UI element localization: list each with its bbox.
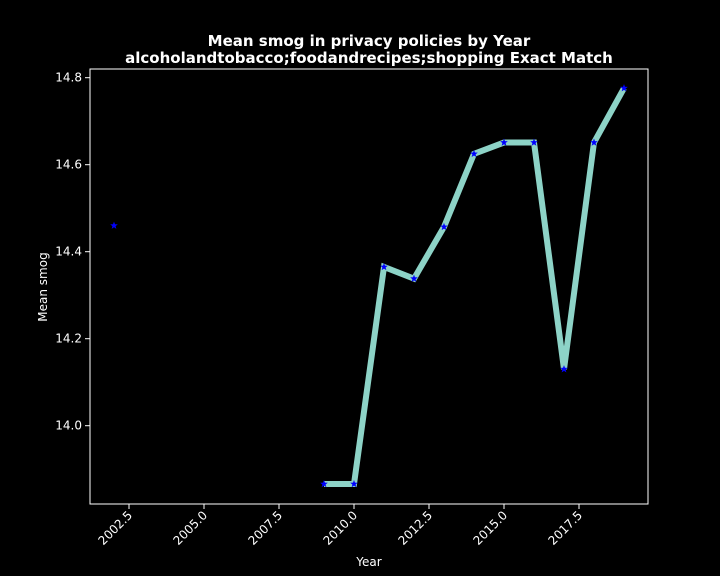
data-point-marker	[440, 222, 448, 231]
y-tick-label: 14.2	[55, 332, 82, 346]
data-point-marker	[410, 274, 418, 282]
data-point-marker	[350, 479, 358, 488]
y-tick-label: 14.0	[55, 419, 82, 433]
data-point-marker	[470, 149, 478, 158]
x-tick-label: 2015.0	[471, 508, 511, 548]
y-tick-label: 14.8	[55, 71, 82, 85]
x-tick-label: 2010.0	[321, 508, 361, 548]
x-tick-label: 2007.5	[246, 508, 286, 548]
data-point-marker	[620, 84, 628, 92]
plot-frame	[89, 68, 649, 505]
data-point-marker	[380, 262, 388, 271]
data-point-marker	[110, 221, 118, 229]
data-point-marker	[590, 138, 598, 146]
data-point-marker	[500, 138, 508, 146]
series-line	[324, 86, 627, 487]
x-tick-label: 2012.5	[396, 508, 436, 548]
x-tick-label: 2017.5	[546, 508, 586, 548]
chart-title: Mean smog in privacy policies by Year	[208, 32, 531, 50]
plot-area: 2002.5 2005.0 2007.5 2010.0 2012.5 2015.0 2017…	[55, 68, 649, 548]
data-point-marker	[320, 479, 328, 488]
chart-subtitle: alcoholandtobacco;foodandrecipes;shoppin…	[125, 49, 613, 67]
x-tick-label: 2002.5	[96, 508, 136, 548]
y-tick-label: 14.4	[55, 245, 82, 259]
x-axis-label: Year	[355, 555, 381, 569]
data-point-marker	[560, 365, 568, 373]
x-tick-label: 2005.0	[171, 508, 211, 548]
data-point-marker	[530, 138, 538, 146]
y-tick-label: 14.6	[55, 158, 82, 172]
y-axis-label: Mean smog	[36, 252, 50, 321]
